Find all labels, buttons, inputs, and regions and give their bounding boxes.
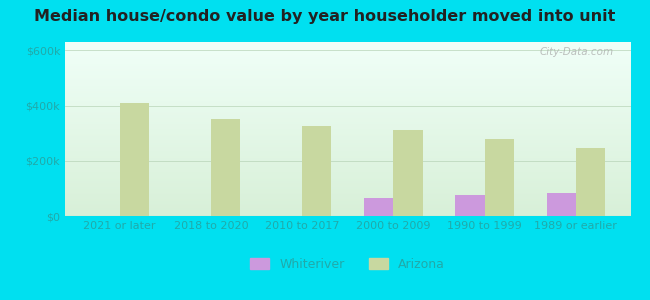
Bar (576, 148, 605, 216)
Bar (302, 126, 332, 216)
Text: Median house/condo value by year householder moved into unit: Median house/condo value by year househo… (34, 9, 616, 24)
Legend: Whiteriver, Arizona: Whiteriver, Arizona (246, 253, 450, 276)
Bar (456, 195, 484, 216)
Bar (364, 198, 393, 216)
Bar (120, 103, 149, 216)
Bar (547, 193, 576, 216)
Bar (393, 130, 422, 216)
Text: City-Data.com: City-Data.com (540, 47, 614, 57)
Bar (484, 139, 514, 216)
Bar (211, 119, 240, 216)
